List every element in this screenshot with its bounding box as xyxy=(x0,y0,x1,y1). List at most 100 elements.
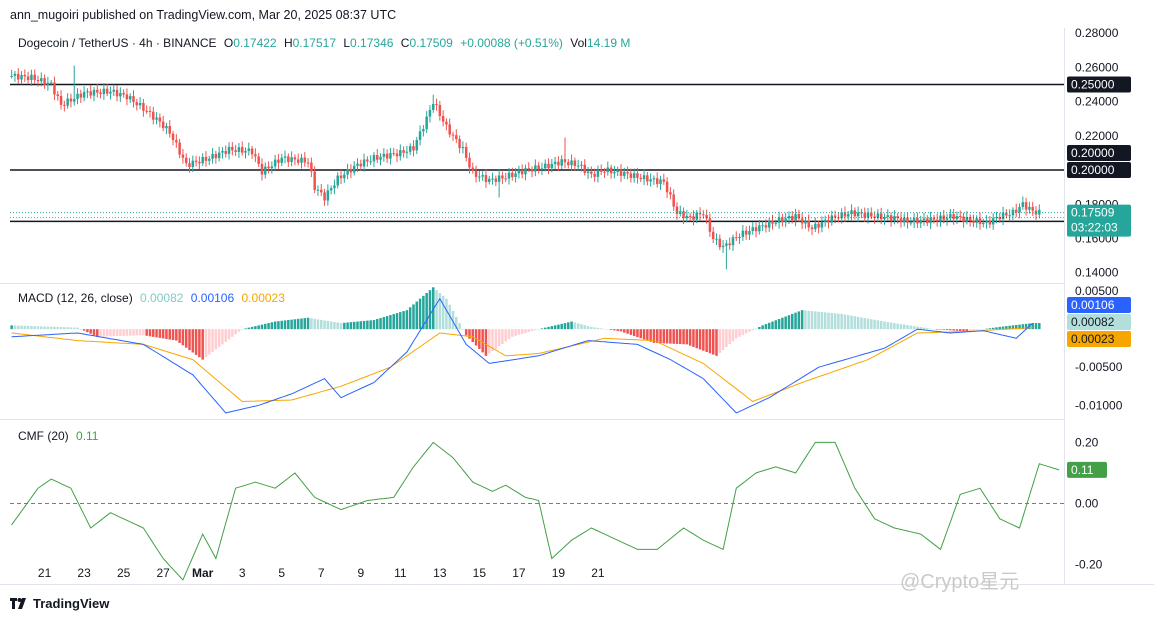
candle-body xyxy=(296,159,300,163)
macd-histogram-bar xyxy=(560,323,563,330)
candle-body xyxy=(16,73,20,80)
candle-body xyxy=(853,210,857,217)
macd-histogram-bar xyxy=(464,329,468,336)
candle-body xyxy=(870,212,873,217)
macd-histogram-bar xyxy=(109,329,112,337)
macd-histogram-bar xyxy=(119,329,122,337)
macd-histogram-bar xyxy=(665,329,669,344)
candle-body xyxy=(507,172,511,179)
macd-histogram-bar xyxy=(968,329,972,331)
macd-histogram-bar xyxy=(89,329,92,334)
macd-histogram-bar xyxy=(352,321,356,330)
candle-body xyxy=(30,74,33,81)
macd-histogram-bar xyxy=(471,329,475,343)
macd-histogram-bar xyxy=(395,313,399,330)
x-tick-label: 9 xyxy=(357,566,364,580)
candle-body xyxy=(415,140,419,151)
candle-body xyxy=(652,178,656,180)
macd-histogram-bar xyxy=(63,327,66,330)
candle-body xyxy=(26,76,30,81)
macd-histogram-bar xyxy=(366,320,369,330)
macd-histogram-bar xyxy=(145,329,148,336)
macd-histogram-bar xyxy=(860,317,863,330)
candle-body xyxy=(310,162,313,172)
candle-body xyxy=(985,220,988,223)
candle-body xyxy=(422,129,425,132)
price-tick-label: 0.24000 xyxy=(1075,95,1119,109)
candle-body xyxy=(389,153,392,159)
candle-body xyxy=(135,102,139,106)
macd-signal-line xyxy=(11,327,1033,403)
candle-body xyxy=(161,121,165,129)
macd-histogram-bar xyxy=(415,301,419,330)
candle-body xyxy=(273,159,277,167)
candle-body xyxy=(53,82,56,95)
macd-histogram-bar xyxy=(438,292,442,330)
macd-histogram-bar xyxy=(814,311,817,330)
macd-histogram-bar xyxy=(662,329,666,344)
macd-histogram-bar xyxy=(606,329,610,330)
macd-histogram-bar xyxy=(481,329,484,353)
candle-body xyxy=(379,156,382,160)
candle-body xyxy=(412,146,415,151)
candle-body xyxy=(458,139,461,149)
macd-histogram-bar xyxy=(632,329,636,337)
cmf-title[interactable]: CMF (20) xyxy=(18,429,69,443)
macd-histogram-bar xyxy=(557,324,560,330)
candle-body xyxy=(250,148,254,155)
candle-body xyxy=(497,175,501,182)
tradingview-logo[interactable]: TradingView xyxy=(10,596,109,611)
macd-histogram-bar xyxy=(721,329,725,350)
macd-histogram-bar xyxy=(837,313,840,330)
macd-hist-value: 0.00082 xyxy=(140,291,184,305)
macd-histogram-bar xyxy=(866,318,870,330)
candle-body xyxy=(810,227,814,230)
macd-histogram-bar xyxy=(184,329,188,348)
macd-histogram-bar xyxy=(543,327,547,330)
macd-histogram-bar xyxy=(280,320,283,330)
candle-body xyxy=(1021,202,1025,207)
x-tick-label: 19 xyxy=(552,566,566,580)
countdown-label: 03:22:03 xyxy=(1071,221,1118,235)
macd-value-label-bg xyxy=(1067,331,1131,347)
candle-body xyxy=(537,165,540,170)
candle-body xyxy=(590,171,593,174)
candle-body xyxy=(777,217,781,223)
macd-histogram-bar xyxy=(491,329,494,352)
macd-histogram-bar xyxy=(1034,323,1038,330)
candle-body xyxy=(903,217,906,223)
macd-histogram-bar xyxy=(725,329,728,348)
candle-body xyxy=(257,156,260,165)
macd-histogram-bar xyxy=(20,325,23,330)
candle-body xyxy=(349,169,353,173)
candle-body xyxy=(886,215,890,218)
candle-body xyxy=(797,214,801,219)
candle-body xyxy=(461,147,465,149)
macd-histogram-bar xyxy=(1038,323,1041,330)
macd-histogram-bar xyxy=(787,315,791,330)
candle-body xyxy=(893,216,896,221)
candle-body xyxy=(675,206,679,214)
macd-histogram-bar xyxy=(349,322,353,330)
macd-histogram-bar xyxy=(609,329,613,330)
macd-histogram-bar xyxy=(178,329,181,343)
level-marker-label: 0.20000 xyxy=(1071,146,1115,160)
macd-histogram-bar xyxy=(797,311,801,330)
x-tick-label: 13 xyxy=(433,566,447,580)
candle-body xyxy=(912,218,916,223)
candle-body xyxy=(405,151,409,153)
candle-body xyxy=(191,160,195,167)
candle-body xyxy=(866,212,870,218)
macd-histogram-bar xyxy=(679,329,682,345)
macd-title[interactable]: MACD (12, 26, close) xyxy=(18,291,133,305)
macd-histogram-bar xyxy=(343,322,346,330)
macd-histogram-bar xyxy=(346,322,349,330)
macd-histogram-bar xyxy=(682,329,685,345)
macd-histogram-bar xyxy=(909,325,913,330)
symbol-label[interactable]: Dogecoin / TetherUS · 4h · BINANCE xyxy=(18,36,217,50)
macd-histogram-bar xyxy=(105,329,109,337)
candle-body xyxy=(998,217,1002,220)
macd-histogram-bar xyxy=(820,312,824,330)
macd-histogram-bar xyxy=(771,321,774,330)
